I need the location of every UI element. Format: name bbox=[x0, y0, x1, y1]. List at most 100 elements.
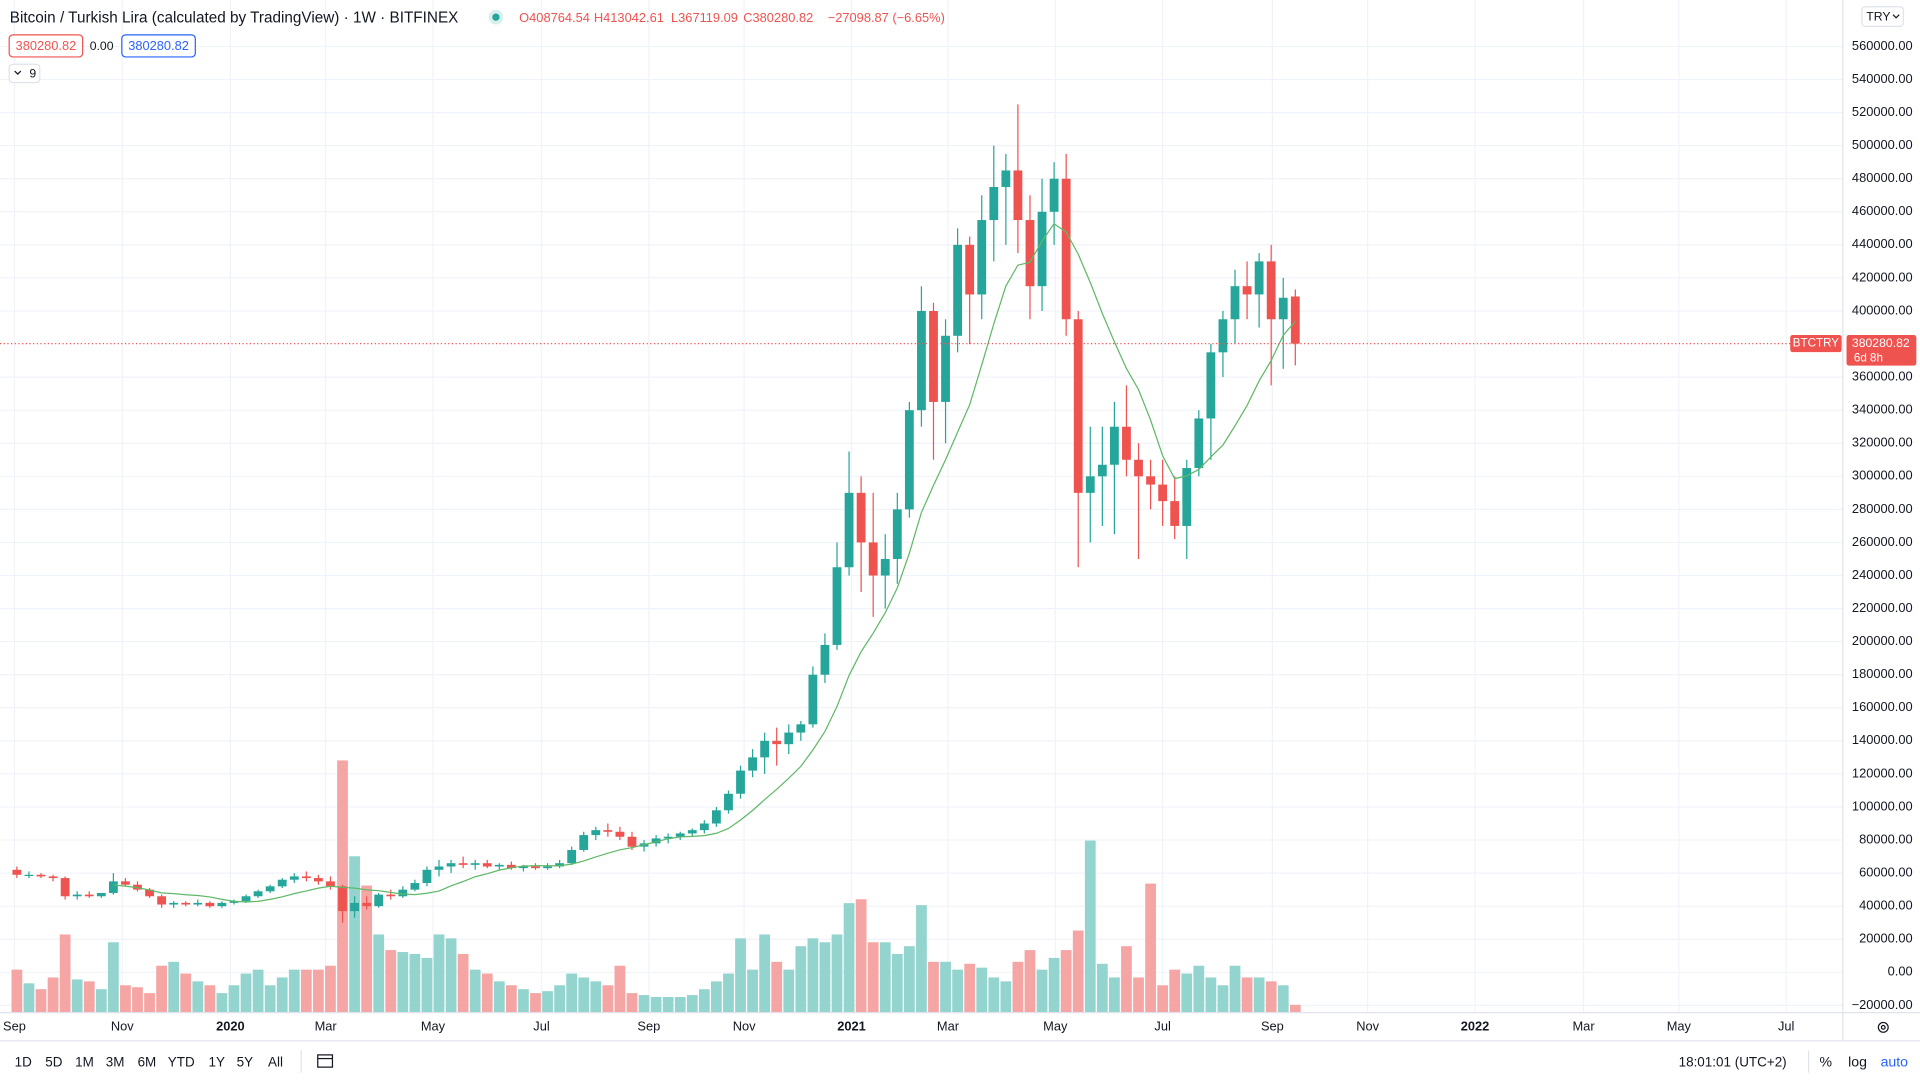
volume-bar bbox=[180, 973, 192, 1013]
range-button[interactable]: YTD bbox=[168, 1054, 195, 1069]
volume-bar bbox=[288, 969, 300, 1013]
candle-body bbox=[1290, 296, 1300, 344]
volume-bar bbox=[928, 961, 939, 1013]
y-tick-label: 40000.00 bbox=[1859, 898, 1913, 913]
candle-body bbox=[880, 558, 890, 576]
volume-bar bbox=[674, 997, 686, 1013]
candle-body bbox=[868, 542, 878, 576]
candle-body bbox=[205, 902, 215, 907]
volume-bar bbox=[1084, 840, 1096, 1013]
calendar-icon[interactable] bbox=[317, 1054, 334, 1068]
chart-title: Bitcoin / Turkish Lira (calculated by Tr… bbox=[10, 9, 459, 26]
x-tick-label: Sep bbox=[1261, 1019, 1284, 1034]
candle-body bbox=[1242, 286, 1252, 295]
moving-average bbox=[113, 222, 1296, 903]
candle-body bbox=[96, 892, 106, 897]
bid-price[interactable]: 380280.82 bbox=[16, 38, 77, 53]
ohlc-close: C380280.82 bbox=[743, 10, 813, 25]
y-tick-label: 20000.00 bbox=[1859, 931, 1913, 946]
bid-box[interactable] bbox=[8, 34, 84, 58]
candle-body bbox=[253, 891, 263, 897]
volume-bar bbox=[469, 969, 481, 1013]
last-price-box bbox=[1846, 335, 1917, 366]
candle-body bbox=[422, 869, 432, 884]
range-button[interactable]: 1Y bbox=[209, 1054, 225, 1069]
y-tick-label: 460000.00 bbox=[1852, 203, 1913, 218]
x-tick-label: 2022 bbox=[1461, 1019, 1490, 1034]
range-button[interactable]: 5Y bbox=[237, 1054, 253, 1069]
candle-body bbox=[736, 770, 745, 794]
range-button[interactable]: 3M bbox=[106, 1054, 125, 1069]
volume-bar bbox=[855, 899, 867, 1013]
volume-bar bbox=[590, 981, 602, 1013]
candle-body bbox=[60, 878, 70, 897]
volume-bar bbox=[433, 934, 445, 1013]
volume-bar bbox=[71, 979, 83, 1013]
candle-body bbox=[772, 740, 782, 745]
volume-bar bbox=[132, 987, 143, 1013]
candle-body bbox=[470, 863, 480, 865]
volume-bar bbox=[1205, 977, 1217, 1013]
range-button[interactable]: 5D bbox=[45, 1054, 62, 1069]
volume-bar bbox=[276, 977, 288, 1013]
range-button[interactable]: 6M bbox=[138, 1054, 157, 1069]
range-button[interactable]: 1M bbox=[75, 1054, 94, 1069]
candle-body bbox=[289, 876, 299, 880]
volume-bar bbox=[867, 942, 879, 1013]
volume-bar bbox=[831, 934, 843, 1013]
volume-bar bbox=[156, 965, 167, 1013]
ask-box[interactable] bbox=[121, 34, 196, 58]
candle-body bbox=[446, 863, 456, 867]
candle-body bbox=[229, 901, 239, 903]
ohlc-low: L367119.09 bbox=[671, 10, 738, 25]
candle-body bbox=[1025, 220, 1035, 287]
candle-body bbox=[1122, 426, 1131, 460]
candle-body bbox=[1194, 418, 1204, 469]
ask-price[interactable]: 380280.82 bbox=[128, 38, 189, 53]
range-button[interactable]: 1D bbox=[15, 1054, 32, 1069]
volume-bar bbox=[373, 934, 385, 1013]
currency[interactable]: TRY bbox=[1866, 9, 1890, 23]
countdown: 6d 8h bbox=[1854, 351, 1883, 364]
volume-bar bbox=[662, 997, 674, 1013]
candle-body bbox=[1085, 476, 1095, 493]
candle-body bbox=[241, 896, 251, 902]
volume-bar bbox=[228, 985, 240, 1013]
volume-bar bbox=[83, 981, 95, 1013]
settings-icon[interactable] bbox=[1877, 1021, 1889, 1033]
volume-bar bbox=[1036, 969, 1048, 1013]
candle-body bbox=[856, 492, 866, 543]
candle-body bbox=[844, 492, 854, 568]
candle-body bbox=[808, 674, 818, 725]
volume-bar bbox=[1024, 950, 1036, 1013]
volume-bar bbox=[144, 993, 155, 1013]
volume-bar bbox=[1277, 985, 1289, 1013]
y-tick-label: 340000.00 bbox=[1852, 402, 1913, 417]
x-tick-label: Mar bbox=[1572, 1019, 1595, 1034]
volume-bar bbox=[626, 993, 638, 1013]
volume-bar bbox=[843, 903, 855, 1013]
volume-bar bbox=[481, 973, 493, 1013]
volume-bar bbox=[976, 967, 988, 1013]
currency-button[interactable] bbox=[1861, 6, 1905, 27]
y-tick-label: 220000.00 bbox=[1852, 600, 1913, 615]
volume-bar bbox=[988, 977, 1000, 1013]
candle-body bbox=[953, 244, 963, 336]
volume-bar bbox=[505, 985, 517, 1013]
indicator-toggle[interactable] bbox=[8, 63, 41, 84]
y-tick-label: 320000.00 bbox=[1852, 435, 1913, 450]
scale-button[interactable]: log bbox=[1848, 1054, 1867, 1070]
scale-button[interactable]: auto bbox=[1881, 1054, 1909, 1070]
candle-body bbox=[326, 881, 335, 887]
volume-bar bbox=[120, 985, 131, 1013]
volume-bar bbox=[807, 938, 819, 1013]
volume-bar bbox=[240, 973, 252, 1013]
scale-button[interactable]: % bbox=[1819, 1054, 1832, 1070]
volume-bar bbox=[1217, 985, 1229, 1013]
volume-bar bbox=[252, 969, 264, 1013]
volume-bar bbox=[23, 983, 35, 1013]
range-button[interactable]: All bbox=[268, 1054, 283, 1069]
candle-body bbox=[1206, 352, 1216, 419]
volume-bar bbox=[1145, 883, 1156, 1013]
